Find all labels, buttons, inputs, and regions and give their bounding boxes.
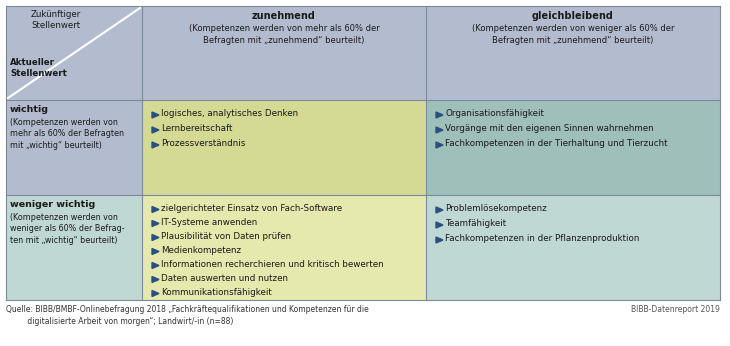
Text: Plausibilität von Daten prüfen: Plausibilität von Daten prüfen xyxy=(161,232,291,241)
Text: weniger wichtig: weniger wichtig xyxy=(10,200,95,209)
Bar xyxy=(6,195,142,300)
Polygon shape xyxy=(152,207,159,212)
Text: Prozessverständnis: Prozessverständnis xyxy=(161,139,245,148)
Polygon shape xyxy=(436,127,443,133)
Polygon shape xyxy=(152,276,159,282)
Bar xyxy=(6,6,142,100)
Text: (Kompetenzen werden von weniger als 60% der
Befragten mit „zunehmend“ beurteilt): (Kompetenzen werden von weniger als 60% … xyxy=(472,24,675,45)
Polygon shape xyxy=(436,142,443,148)
Text: Teamfähigkeit: Teamfähigkeit xyxy=(445,219,506,228)
Text: BIBB-Datenreport 2019: BIBB-Datenreport 2019 xyxy=(631,305,720,314)
Bar xyxy=(426,6,720,100)
Bar xyxy=(142,6,426,100)
Text: logisches, analytisches Denken: logisches, analytisches Denken xyxy=(161,109,298,118)
Text: Fachkompetenzen in der Tierhaltung und Tierzucht: Fachkompetenzen in der Tierhaltung und T… xyxy=(445,139,667,148)
Text: (Kompetenzen werden von
weniger als 60% der Befrag-
ten mit „wichtig“ beurteilt): (Kompetenzen werden von weniger als 60% … xyxy=(10,213,125,245)
Polygon shape xyxy=(152,142,159,148)
Text: Aktueller
Stellenwert: Aktueller Stellenwert xyxy=(10,58,67,79)
Bar xyxy=(426,100,720,195)
Text: Fachkompetenzen in der Pflanzenproduktion: Fachkompetenzen in der Pflanzenproduktio… xyxy=(445,234,639,243)
Polygon shape xyxy=(152,112,159,118)
Text: IT-Systeme anwenden: IT-Systeme anwenden xyxy=(161,218,257,227)
Text: Kommunikationsfähigkeit: Kommunikationsfähigkeit xyxy=(161,288,272,297)
Text: wichtig: wichtig xyxy=(10,105,49,114)
Text: Lernbereitschaft: Lernbereitschaft xyxy=(161,124,232,133)
Text: (Kompetenzen werden von mehr als 60% der
Befragten mit „zunehmend“ beurteilt): (Kompetenzen werden von mehr als 60% der… xyxy=(188,24,380,45)
Bar xyxy=(142,100,426,195)
Text: zunehmend: zunehmend xyxy=(252,11,316,21)
Polygon shape xyxy=(152,263,159,268)
Text: Quelle: BIBB/BMBF-Onlinebefragung 2018 „Fachkräftequalifikationen und Kompetenze: Quelle: BIBB/BMBF-Onlinebefragung 2018 „… xyxy=(6,305,369,326)
Polygon shape xyxy=(436,237,443,243)
Polygon shape xyxy=(152,248,159,255)
Bar xyxy=(142,195,426,300)
Text: gleichbleibend: gleichbleibend xyxy=(532,11,614,21)
Text: Daten auswerten und nutzen: Daten auswerten und nutzen xyxy=(161,274,288,283)
Polygon shape xyxy=(152,291,159,297)
Polygon shape xyxy=(152,220,159,227)
Polygon shape xyxy=(436,112,443,118)
Polygon shape xyxy=(436,207,443,213)
Polygon shape xyxy=(152,127,159,133)
Text: Vorgänge mit den eigenen Sinnen wahrnehmen: Vorgänge mit den eigenen Sinnen wahrnehm… xyxy=(445,124,653,133)
Text: Problemlösekompetenz: Problemlösekompetenz xyxy=(445,204,547,213)
Text: (Kompetenzen werden von
mehr als 60% der Befragten
mit „wichtig“ beurteilt): (Kompetenzen werden von mehr als 60% der… xyxy=(10,118,124,150)
Polygon shape xyxy=(152,235,159,240)
Text: Zukünftiger
Stellenwert: Zukünftiger Stellenwert xyxy=(31,10,81,30)
Bar xyxy=(6,100,142,195)
Text: Organisationsfähigkeit: Organisationsfähigkeit xyxy=(445,109,544,118)
Bar xyxy=(426,195,720,300)
Polygon shape xyxy=(436,222,443,228)
Text: zielgerichteter Einsatz von Fach-Software: zielgerichteter Einsatz von Fach-Softwar… xyxy=(161,204,342,213)
Text: Informationen recherchieren und kritisch bewerten: Informationen recherchieren und kritisch… xyxy=(161,260,384,269)
Text: Medienkompetenz: Medienkompetenz xyxy=(161,246,241,255)
